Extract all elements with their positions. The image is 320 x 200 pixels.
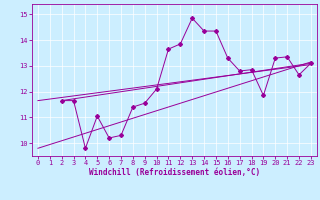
- X-axis label: Windchill (Refroidissement éolien,°C): Windchill (Refroidissement éolien,°C): [89, 168, 260, 177]
